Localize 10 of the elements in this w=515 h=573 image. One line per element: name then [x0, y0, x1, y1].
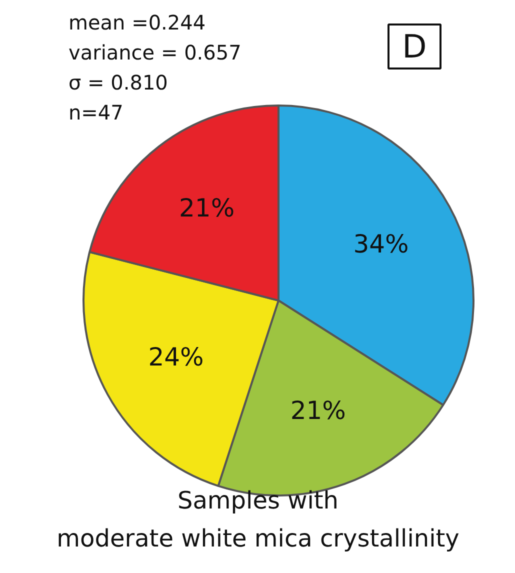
data-label: 21% [290, 396, 346, 426]
text: mean =0.244 [68, 10, 206, 34]
data-label: 34% [353, 230, 409, 259]
text: Samples with moderate white mica crystallinity [56, 486, 460, 552]
text: n=47 [68, 100, 124, 124]
data-label: 24% [148, 342, 204, 372]
text: variance = 0.657 [68, 40, 242, 64]
text: D [402, 28, 427, 66]
data-label: 21% [179, 194, 235, 223]
text: σ = 0.810 [68, 70, 168, 94]
